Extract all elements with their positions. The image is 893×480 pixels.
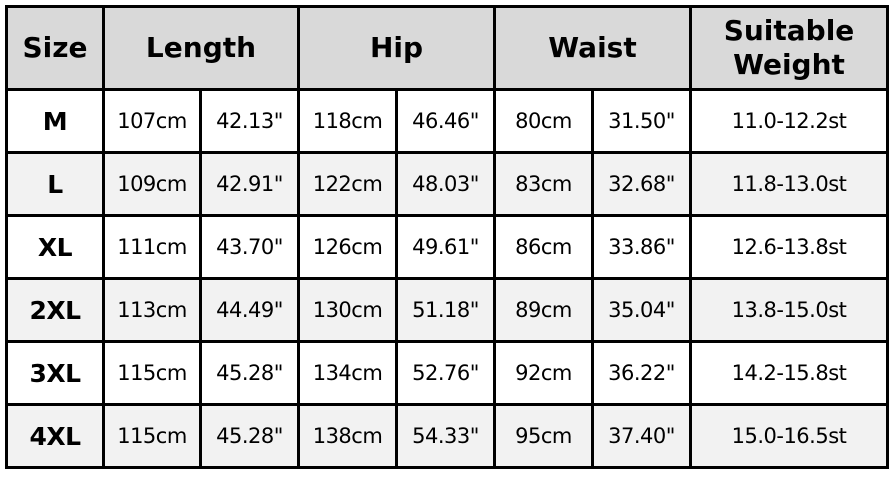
cell-length-cm: 111cm: [102, 214, 202, 280]
cell-waist-in: 33.86": [591, 214, 692, 280]
cell-hip-in: 51.18": [395, 277, 496, 343]
cell-length-in: 42.13": [199, 88, 300, 154]
cell-length-in: 43.70": [199, 214, 300, 280]
cell-waist-in: 36.22": [591, 340, 692, 406]
cell-waist-in: 31.50": [591, 88, 692, 154]
header-row: Size Length Hip Waist Suitable Weight: [5, 5, 889, 91]
cell-waist-cm: 86cm: [493, 214, 594, 280]
header-weight-line2: Weight: [733, 48, 845, 81]
cell-length-cm: 109cm: [102, 151, 202, 217]
cell-length-in: 45.28": [199, 340, 300, 406]
table-row: 3XL 115cm 45.28" 134cm 52.76" 92cm 36.22" 14.2-…: [5, 340, 889, 406]
cell-weight: 12.6-13.8st: [689, 214, 889, 280]
cell-hip-cm: 138cm: [297, 403, 398, 469]
cell-hip-cm: 122cm: [297, 151, 398, 217]
cell-size: L: [5, 151, 105, 217]
cell-hip-cm: 130cm: [297, 277, 398, 343]
cell-hip-in: 54.33": [395, 403, 496, 469]
cell-waist-in: 32.68": [591, 151, 692, 217]
cell-length-cm: 113cm: [102, 277, 202, 343]
cell-waist-in: 35.04": [591, 277, 692, 343]
cell-weight: 11.8-13.0st: [689, 151, 889, 217]
cell-weight: 15.0-16.5st: [689, 403, 889, 469]
cell-hip-in: 46.46": [395, 88, 496, 154]
table-row: 2XL 113cm 44.49" 130cm 51.18" 89cm 35.04" 13.8-…: [5, 277, 889, 343]
cell-size: 2XL: [5, 277, 105, 343]
table-row: M 107cm 42.13" 118cm 46.46" 80cm 31.50" 11.0-12…: [5, 88, 889, 154]
cell-size: 3XL: [5, 340, 105, 406]
header-weight-line1: Suitable: [723, 14, 855, 48]
cell-hip-cm: 118cm: [297, 88, 398, 154]
cell-size: M: [5, 88, 105, 154]
cell-weight: 13.8-15.0st: [689, 277, 889, 343]
cell-length-cm: 115cm: [102, 340, 202, 406]
header-length: Length: [102, 5, 300, 91]
cell-length-in: 42.91": [199, 151, 300, 217]
cell-waist-in: 37.40": [591, 403, 692, 469]
header-size: Size: [5, 5, 105, 91]
cell-waist-cm: 80cm: [493, 88, 594, 154]
cell-waist-cm: 95cm: [493, 403, 594, 469]
cell-hip-in: 52.76": [395, 340, 496, 406]
cell-weight: 11.0-12.2st: [689, 88, 889, 154]
header-hip: Hip: [297, 5, 496, 91]
cell-waist-cm: 83cm: [493, 151, 594, 217]
cell-waist-cm: 92cm: [493, 340, 594, 406]
cell-length-in: 45.28": [199, 403, 300, 469]
cell-hip-cm: 134cm: [297, 340, 398, 406]
table-row: 4XL 115cm 45.28" 138cm 54.33" 95cm 37.40" 15.0-…: [5, 403, 889, 469]
table-row: L 109cm 42.91" 122cm 48.03" 83cm 32.68" 11.8-13…: [5, 151, 889, 217]
cell-length-cm: 107cm: [102, 88, 202, 154]
cell-length-cm: 115cm: [102, 403, 202, 469]
cell-hip-in: 48.03": [395, 151, 496, 217]
cell-weight: 14.2-15.8st: [689, 340, 889, 406]
cell-length-in: 44.49": [199, 277, 300, 343]
cell-size: XL: [5, 214, 105, 280]
cell-hip-in: 49.61": [395, 214, 496, 280]
cell-hip-cm: 126cm: [297, 214, 398, 280]
header-waist: Waist: [493, 5, 692, 91]
header-suitable-weight: Suitable Weight: [689, 5, 889, 91]
cell-waist-cm: 89cm: [493, 277, 594, 343]
cell-size: 4XL: [5, 403, 105, 469]
table-row: XL 111cm 43.70" 126cm 49.61" 86cm 33.86" 12.6-1…: [5, 214, 889, 280]
